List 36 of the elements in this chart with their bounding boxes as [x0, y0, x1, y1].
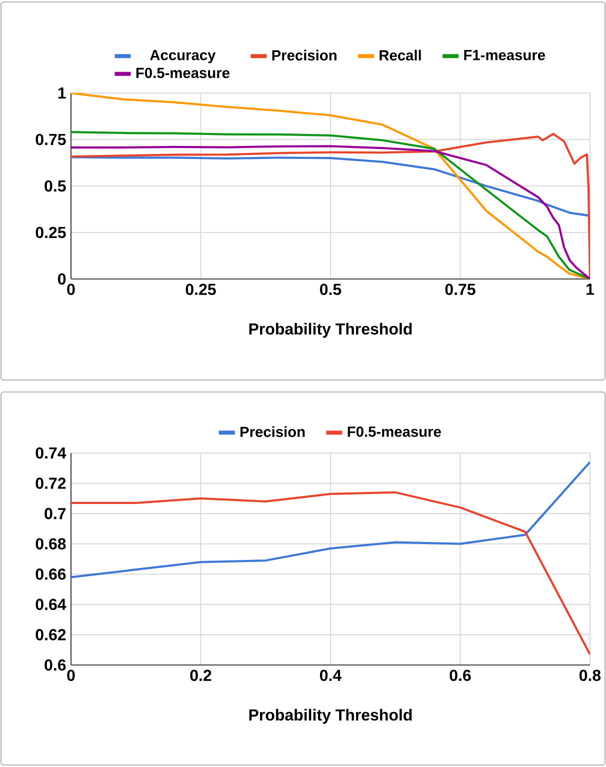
y-tick-label: 0.7: [44, 508, 66, 520]
line-series: [71, 93, 590, 279]
y-tick-label: 0.72: [36, 478, 66, 489]
legend-label: Precision: [272, 50, 336, 61]
y-tick-label: 0.75: [36, 134, 66, 146]
x-tick-label: 0.25: [186, 284, 216, 296]
legend-label: F0.5-measure: [136, 68, 230, 78]
x-tick-label: 0.75: [445, 284, 476, 296]
legend-label: Precision: [240, 426, 305, 438]
y-tick-label: 1: [58, 88, 66, 99]
x-tick-label: 0.2: [190, 670, 212, 682]
x-tick-label: 0.5: [320, 284, 342, 296]
legend-label: F1-measure: [464, 50, 546, 60]
x-tick-label: 0: [67, 670, 75, 682]
x-tick-label: 0.8: [579, 670, 601, 682]
y-tick-label: 0.64: [36, 598, 66, 610]
y-tick-label: 0.5: [44, 180, 66, 192]
x-tick-label: 1: [586, 284, 594, 295]
x-axis-title: Probability Threshold: [249, 708, 412, 724]
x-tick-label: 0.4: [320, 670, 342, 682]
line-series: [71, 461, 590, 578]
y-tick-label: 0.62: [36, 629, 66, 640]
x-tick-label: 0.6: [450, 670, 471, 682]
legend-label: Recall: [380, 50, 421, 61]
y-tick-label: 0.68: [36, 538, 66, 550]
x-tick-label: 0: [67, 284, 75, 296]
y-tick-label: 0.74: [36, 447, 66, 459]
y-tick-label: 0: [58, 273, 66, 285]
x-axis-title: Probability Threshold: [249, 322, 412, 338]
y-tick-label: 0.66: [36, 568, 66, 580]
y-tick-label: 0.6: [44, 659, 66, 671]
line-series: [71, 491, 590, 656]
legend-label: F0.5-measure: [348, 426, 441, 437]
y-tick-label: 0.25: [36, 226, 66, 238]
line-series: [71, 156, 590, 217]
legend-label: Accuracy: [150, 50, 216, 64]
